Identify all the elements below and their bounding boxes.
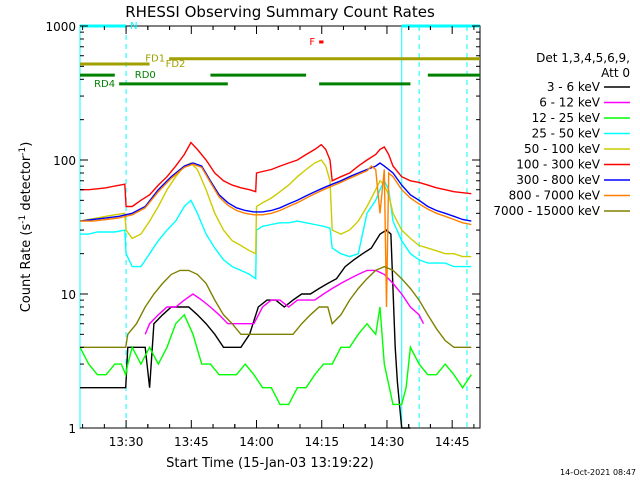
timestamp: 14-Oct-2021 08:47 (560, 468, 636, 477)
axis-layer: 13:30 13:45 14:00 14:15 14:30 14:45 1 10 100 1000 (45, 20, 480, 449)
series-line-5 (80, 141, 472, 208)
legend-label-1: 6 - 12 keV (539, 96, 601, 110)
legend-label-2: 12 - 25 keV (532, 111, 601, 125)
state-bar-label-rd0: RD0 (135, 70, 156, 81)
legend-label-6: 300 - 800 keV (516, 173, 600, 187)
series-line-1 (144, 269, 425, 335)
series-line-2 (79, 306, 472, 406)
state-bar-label-fd1: FD1 (145, 54, 165, 65)
legend-label-4: 50 - 100 keV (524, 142, 601, 156)
y-tick-label-3: 1000 (45, 20, 76, 34)
x-axis-label: Start Time (15-Jan-03 13:19:22) (166, 456, 374, 471)
x-tick-label-4: 14:30 (370, 435, 405, 449)
state-bar-label-fd2: FD2 (166, 59, 186, 70)
chart-title: RHESSI Observing Summary Count Rates (125, 3, 435, 21)
y-axis-label: Count Rate (s-1 detector-1) (18, 142, 34, 313)
series-line-3 (80, 179, 472, 281)
legend-label-8: 7000 - 15000 keV (493, 204, 600, 218)
x-tick-label-2: 14:00 (239, 435, 274, 449)
y-tick-label-2: 100 (53, 154, 76, 168)
plot-area (79, 25, 481, 429)
series-layer (79, 141, 472, 429)
legend-header-line1: Det 1,3,4,5,6,9, (536, 51, 630, 65)
y-tick-label-0: 1 (68, 422, 76, 436)
series-line-8 (80, 265, 472, 348)
legend-label-7: 800 - 7000 keV (509, 189, 601, 203)
series-line-7 (80, 163, 472, 308)
state-bar-label-rd4: RD4 (94, 79, 115, 90)
series-line-4 (79, 159, 472, 258)
x-tick-label-0: 13:30 (109, 435, 144, 449)
legend-label-3: 25 - 50 keV (532, 127, 601, 141)
series-line-0 (80, 229, 411, 429)
legend-label-0: 3 - 6 keV (547, 80, 601, 94)
legend-header-line2: Att 0 (601, 66, 630, 80)
x-tick-label-5: 14:45 (435, 435, 470, 449)
legend-label-5: 100 - 300 keV (516, 158, 600, 172)
y-tick-label-1: 10 (61, 288, 76, 302)
state-bar-label-n: N (130, 21, 137, 32)
series-line-6 (79, 162, 472, 222)
state-bar-label-f: F (309, 37, 315, 48)
vline-layer (79, 26, 468, 428)
x-tick-label-1: 13:45 (174, 435, 209, 449)
x-tick-label-3: 14:15 (304, 435, 339, 449)
